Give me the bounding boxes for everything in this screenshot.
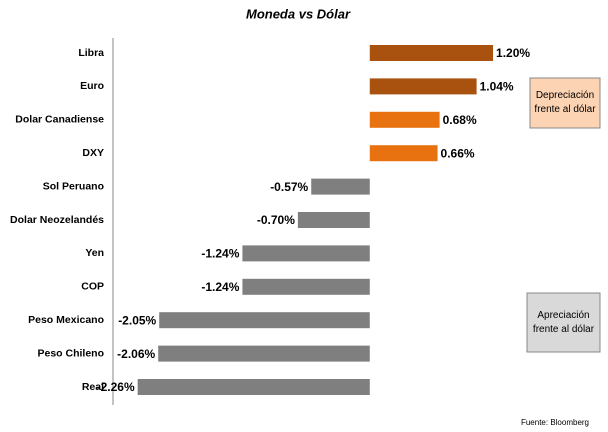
category-label: Sol Peruano [43, 180, 104, 192]
bar [159, 312, 370, 329]
bar [369, 45, 494, 61]
annotation: Depreciación frente al dólar [534, 90, 596, 115]
bar [369, 145, 438, 162]
bar [137, 379, 370, 395]
chart-title: Moneda vs Dólar [246, 6, 351, 21]
annotation-text: Apreciación frente al dólar [532, 309, 595, 335]
source: Fuente: Bloomberg [521, 418, 589, 427]
annotation-box [526, 292, 601, 353]
value-label: -0.70% [257, 213, 295, 227]
category-label: DXY [82, 147, 104, 159]
bar [242, 245, 370, 262]
value-label: -1.24% [201, 280, 239, 294]
category-label: Peso Chileno [37, 347, 104, 359]
bar [158, 345, 370, 362]
bar [297, 212, 370, 228]
category-label: Real [82, 381, 104, 393]
category-label: Peso Mexicano [28, 314, 104, 326]
category-label: Dolar Neozelandés [10, 214, 104, 226]
value-label: -1.24% [201, 247, 239, 261]
annotation: Apreciación frente al dólar [532, 309, 595, 335]
value-label: 0.66% [441, 146, 475, 160]
category-label: COP [81, 281, 104, 293]
bar [311, 178, 370, 195]
bar [369, 78, 477, 95]
value-label: -0.57% [270, 180, 308, 194]
annotation-text: Depreciación frente al dólar [534, 90, 596, 115]
value-label: -2.06% [117, 347, 155, 361]
value-label: -2.05% [118, 313, 156, 327]
annotation-box [529, 77, 601, 129]
value-label: 1.04% [480, 80, 514, 94]
category-label: Yen [85, 247, 104, 259]
value-label: 0.68% [443, 113, 477, 127]
category-label: Dolar Canadiense [15, 114, 104, 126]
category-label: Libra [78, 47, 104, 59]
value-label: 1.20% [496, 46, 530, 60]
bar [242, 278, 370, 295]
bar [369, 111, 440, 128]
value-label: -2.26% [97, 380, 135, 394]
category-label: Euro [80, 80, 104, 92]
